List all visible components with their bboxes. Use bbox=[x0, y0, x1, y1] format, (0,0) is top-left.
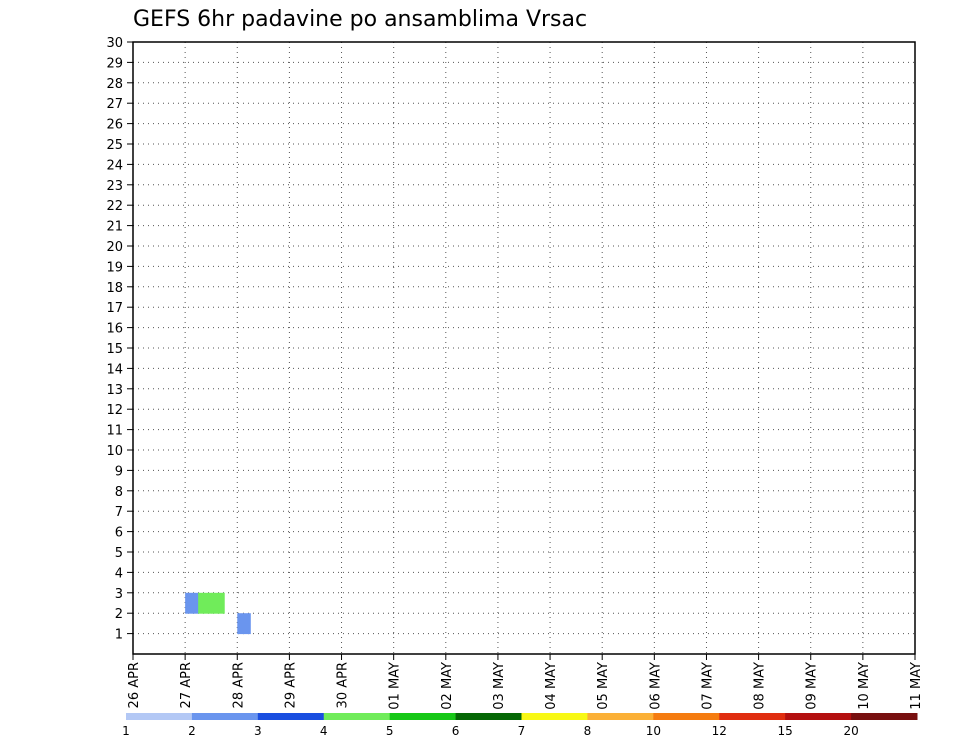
y-tick-label: 21 bbox=[106, 220, 123, 235]
y-tick-label: 14 bbox=[106, 362, 123, 377]
data-cell bbox=[185, 592, 199, 614]
x-tick-label: 30 APR bbox=[336, 662, 351, 708]
legend-swatch bbox=[851, 713, 918, 720]
y-tick-label: 1 bbox=[115, 628, 123, 643]
legend-swatch bbox=[521, 713, 588, 720]
legend-label: 20 bbox=[843, 724, 858, 738]
legend-swatch bbox=[719, 713, 786, 720]
legend-swatch bbox=[653, 713, 720, 720]
legend-swatch bbox=[191, 713, 259, 720]
y-tick-label: 5 bbox=[115, 546, 123, 561]
color-legend: 1 2 3 4 5 6 7 8 10 12 15 20 bbox=[122, 713, 918, 738]
x-tick-label: 09 MAY bbox=[805, 662, 820, 710]
legend-swatch bbox=[323, 713, 391, 720]
chart-title: GEFS 6hr padavine po ansamblima Vrsac bbox=[133, 7, 587, 32]
y-tick-label: 12 bbox=[106, 403, 123, 418]
y-tick-label: 25 bbox=[106, 138, 123, 153]
x-tick-label: 02 MAY bbox=[440, 662, 455, 710]
y-tick-label: 4 bbox=[115, 566, 123, 581]
legend-swatch bbox=[257, 713, 325, 720]
x-axis: 26 APR 27 APR 28 APR 29 APR 30 APR 01 MAY 02 M… bbox=[127, 654, 924, 710]
legend-swatch bbox=[785, 713, 852, 720]
data-cell bbox=[198, 592, 212, 614]
legend-swatch bbox=[126, 713, 193, 720]
y-tick-label: 24 bbox=[106, 158, 123, 173]
y-tick-label: 17 bbox=[106, 301, 123, 316]
legend-swatch bbox=[587, 713, 654, 720]
y-tick-label: 28 bbox=[106, 77, 123, 92]
cells-layer bbox=[185, 592, 251, 635]
legend-label: 5 bbox=[386, 724, 394, 738]
y-tick-label: 20 bbox=[106, 240, 123, 255]
y-tick-label: 10 bbox=[106, 444, 123, 459]
y-tick-label: 19 bbox=[106, 260, 123, 275]
x-tick-label: 08 MAY bbox=[753, 662, 768, 710]
legend-label: 10 bbox=[646, 724, 661, 738]
y-tick-label: 8 bbox=[115, 485, 123, 500]
x-tick-label: 06 MAY bbox=[648, 662, 663, 710]
y-tick-label: 15 bbox=[106, 342, 123, 357]
legend-label: 2 bbox=[188, 724, 196, 738]
x-tick-label: 29 APR bbox=[283, 662, 298, 708]
y-tick-label: 9 bbox=[115, 464, 123, 479]
legend-label: 4 bbox=[320, 724, 328, 738]
legend-label: 12 bbox=[712, 724, 727, 738]
legend-swatch bbox=[389, 713, 457, 720]
y-tick-label: 22 bbox=[106, 199, 123, 214]
x-tick-label: 01 MAY bbox=[388, 662, 403, 710]
y-tick-label: 2 bbox=[115, 607, 123, 622]
y-tick-label: 30 bbox=[106, 36, 123, 51]
y-tick-label: 7 bbox=[115, 505, 123, 520]
grid-layer bbox=[133, 41, 915, 654]
legend-label: 6 bbox=[452, 724, 460, 738]
x-tick-label: 26 APR bbox=[127, 662, 142, 708]
y-axis: 1234567891011121314151617181920212223242… bbox=[106, 36, 133, 643]
legend-label: 1 bbox=[122, 724, 130, 738]
legend-swatch bbox=[455, 713, 522, 720]
y-tick-label: 29 bbox=[106, 56, 123, 71]
x-tick-label: 27 APR bbox=[179, 662, 194, 708]
y-tick-label: 23 bbox=[106, 179, 123, 194]
x-tick-label: 05 MAY bbox=[596, 662, 611, 710]
legend-label: 7 bbox=[518, 724, 526, 738]
x-tick-label: 10 MAY bbox=[857, 662, 872, 710]
y-tick-label: 13 bbox=[106, 383, 123, 398]
legend-label: 15 bbox=[778, 724, 793, 738]
legend-label: 3 bbox=[254, 724, 262, 738]
x-tick-label: 03 MAY bbox=[492, 662, 507, 710]
y-tick-label: 3 bbox=[115, 587, 123, 602]
x-tick-label: 04 MAY bbox=[544, 662, 559, 710]
x-tick-label: 07 MAY bbox=[700, 662, 715, 710]
legend-label: 8 bbox=[584, 724, 592, 738]
x-tick-label: 11 MAY bbox=[909, 662, 924, 710]
y-tick-label: 26 bbox=[106, 118, 123, 133]
x-tick-label: 28 APR bbox=[231, 662, 246, 708]
data-cell bbox=[211, 592, 225, 614]
y-tick-label: 11 bbox=[106, 424, 123, 439]
y-tick-label: 16 bbox=[106, 322, 123, 337]
data-cell bbox=[237, 613, 251, 635]
y-tick-label: 18 bbox=[106, 281, 123, 296]
y-tick-label: 27 bbox=[106, 97, 123, 112]
y-tick-label: 6 bbox=[115, 526, 123, 541]
